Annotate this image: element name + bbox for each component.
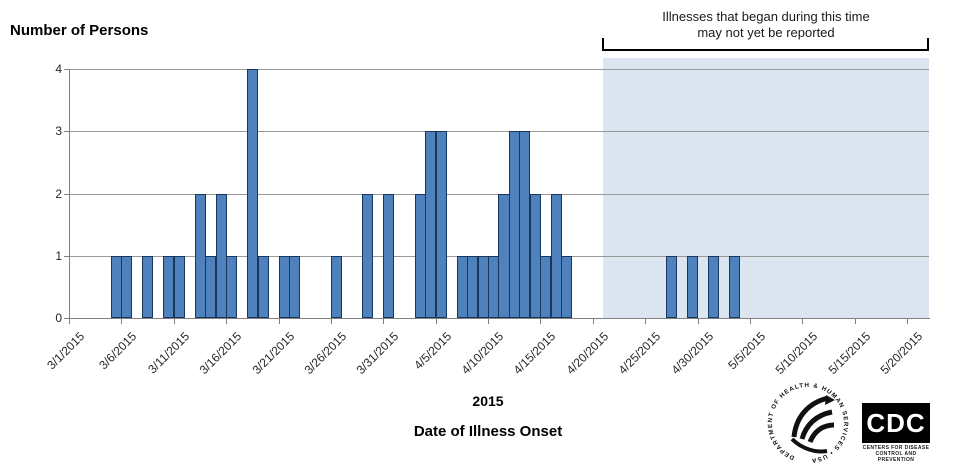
x-axis-tick	[749, 319, 751, 324]
chart-bar	[330, 255, 342, 318]
x-axis-year-label: 2015	[472, 393, 504, 409]
y-axis-tick	[64, 193, 69, 195]
chart-bar	[205, 255, 217, 318]
chart-bar	[362, 193, 374, 318]
bracket-line	[602, 49, 929, 51]
y-tick-label: 2	[55, 186, 62, 201]
cdc-caption-line-1: CENTERS FOR DISEASE	[862, 445, 930, 451]
bracket-cap-right	[927, 38, 929, 50]
x-axis-tick	[697, 319, 699, 324]
x-tick-label: 4/10/2015	[458, 329, 507, 377]
x-axis-tick	[383, 319, 385, 324]
chart-bar	[467, 255, 479, 318]
chart-bar	[247, 69, 259, 318]
chart-bar	[278, 255, 290, 318]
bracket-cap-left	[602, 38, 604, 50]
x-axis-title: Date of Illness Onset	[413, 423, 563, 440]
y-tick-label: 0	[55, 311, 62, 325]
chart-bar	[687, 255, 699, 318]
x-axis-tick	[278, 319, 280, 324]
shaded-region-annotation: Illnesses that began during this time ma…	[600, 9, 932, 41]
cdc-caption-line-2: CONTROL AND PREVENTION	[875, 451, 917, 463]
annotation-line-2: may not yet be reported	[697, 25, 835, 40]
hhs-eagle-icon	[790, 395, 835, 454]
chart-bar	[121, 255, 133, 318]
chart-bar	[728, 255, 740, 318]
y-axis-tick	[64, 69, 69, 70]
gridline	[69, 131, 929, 133]
x-tick-label: 4/25/2015	[615, 329, 664, 377]
chart-bar	[215, 193, 227, 318]
x-axis-tick	[69, 319, 70, 324]
chart-bar	[425, 131, 437, 318]
shaded-region	[603, 58, 929, 318]
hhs-seal-logo: DEPARTMENT OF HEALTH & HUMAN SERVICES • …	[767, 382, 848, 464]
y-axis-tick	[64, 255, 69, 257]
x-tick-label: 3/1/2015	[44, 329, 88, 373]
y-axis-tick	[64, 318, 69, 319]
chart-bar	[508, 131, 520, 318]
x-tick-label: 4/20/2015	[563, 329, 611, 377]
chart-bar	[173, 255, 185, 318]
y-tick-label: 4	[55, 62, 62, 76]
chart-bar	[414, 193, 426, 318]
chart-bar	[561, 255, 573, 318]
chart-bar	[226, 255, 238, 318]
x-tick-label: 3/21/2015	[249, 329, 297, 377]
chart-bar	[529, 193, 541, 318]
cdc-logo-text: CDC	[866, 407, 926, 438]
x-axis-tick	[645, 319, 647, 324]
x-axis-tick	[907, 319, 908, 324]
y-axis-line	[69, 69, 70, 318]
annotation-line-1: Illnesses that began during this time	[662, 9, 870, 24]
y-tick-label: 1	[55, 248, 62, 263]
chart-bar	[194, 193, 206, 318]
chart-bar	[488, 255, 500, 318]
x-axis-tick	[121, 319, 123, 324]
gridline	[69, 69, 929, 70]
x-tick-label: 3/6/2015	[96, 329, 140, 373]
chart-bar	[435, 131, 447, 318]
x-tick-label: 4/30/2015	[668, 329, 716, 377]
x-tick-label: 4/5/2015	[410, 329, 454, 373]
chart-bar	[477, 255, 489, 318]
chart-bar	[288, 255, 301, 318]
x-axis-tick	[488, 319, 489, 324]
y-axis-tick	[64, 131, 69, 133]
x-axis-tick	[854, 319, 856, 324]
x-axis-tick	[226, 319, 228, 324]
cdc-logo: CDC CENTERS FOR DISEASE CONTROL AND PREV…	[862, 403, 930, 463]
x-tick-label: 5/5/2015	[725, 329, 769, 373]
chart-bar	[550, 193, 562, 318]
x-axis-tick	[592, 319, 594, 324]
x-tick-label: 3/26/2015	[301, 329, 350, 377]
x-tick-label: 5/20/2015	[877, 329, 926, 377]
chart-bar	[540, 255, 552, 318]
x-tick-label: 4/15/2015	[510, 329, 559, 377]
chart-bar	[257, 255, 269, 318]
x-tick-label: 3/31/2015	[353, 329, 402, 377]
chart-bar	[110, 255, 122, 318]
chart-bar	[519, 131, 531, 318]
x-axis-tick	[435, 319, 437, 324]
chart-bar	[163, 255, 175, 318]
x-axis-tick	[540, 319, 542, 324]
chart-bar	[456, 255, 468, 318]
x-axis-tick	[330, 319, 332, 324]
chart-bar	[666, 255, 678, 318]
chart-bar	[707, 255, 720, 318]
x-axis-tick	[802, 319, 804, 324]
x-tick-label: 3/16/2015	[196, 329, 245, 377]
cdc-logo-caption: CENTERS FOR DISEASE CONTROL AND PREVENTI…	[862, 445, 930, 463]
y-axis-title: Number of Persons	[10, 22, 149, 39]
x-axis-line	[69, 318, 930, 319]
chart-bar	[142, 255, 154, 318]
cdc-logo-box: CDC	[862, 403, 930, 443]
chart-bar	[498, 193, 510, 318]
x-tick-label: 3/11/2015	[144, 329, 192, 377]
chart-bar	[383, 193, 395, 318]
y-tick-label: 3	[55, 124, 62, 139]
x-axis-tick	[173, 319, 175, 324]
